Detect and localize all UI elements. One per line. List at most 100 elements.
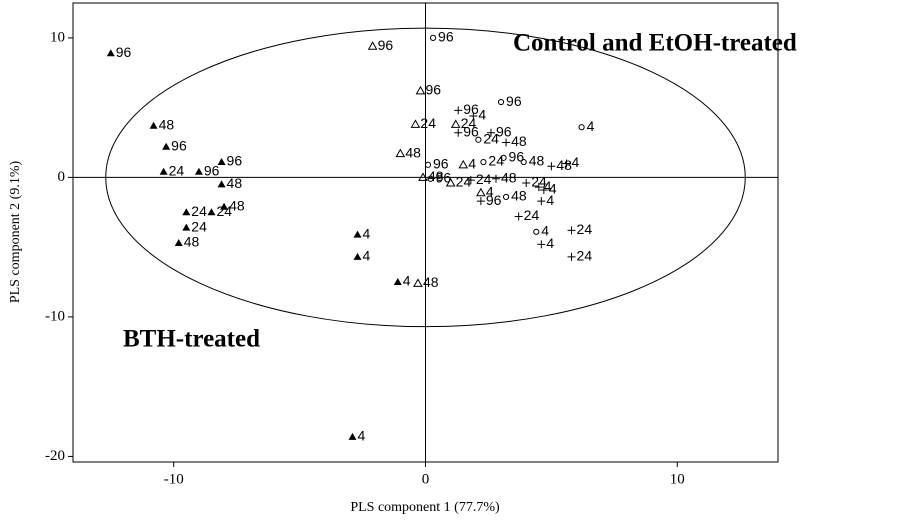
point-label: 4 bbox=[587, 118, 595, 134]
confidence-ellipse bbox=[105, 27, 746, 328]
x-axis-label: PLS component 1 (77.7%) bbox=[350, 500, 500, 515]
point bbox=[353, 252, 362, 260]
point bbox=[159, 167, 168, 175]
point bbox=[418, 172, 428, 181]
point-label: 4 bbox=[468, 156, 476, 172]
point-label: 4 bbox=[546, 235, 554, 251]
point bbox=[534, 183, 543, 192]
point bbox=[492, 174, 500, 183]
point bbox=[520, 158, 527, 166]
point-label: 96 bbox=[509, 149, 525, 165]
y-tick-label: 10 bbox=[50, 29, 65, 45]
point-label: 96 bbox=[433, 156, 449, 172]
y-tick-label: -10 bbox=[45, 308, 65, 324]
point bbox=[450, 119, 461, 128]
point bbox=[174, 238, 183, 246]
point bbox=[445, 177, 456, 187]
point-label: 96 bbox=[438, 29, 454, 45]
point-label: 48 bbox=[529, 153, 545, 169]
point bbox=[514, 212, 523, 221]
point-label: 24 bbox=[577, 248, 593, 264]
point bbox=[182, 208, 191, 216]
point bbox=[502, 138, 511, 147]
point-label: 96 bbox=[425, 82, 441, 98]
annotation: Control and EtOH-treated bbox=[513, 30, 797, 57]
x-tick-label: 0 bbox=[422, 471, 430, 487]
point-label: 96 bbox=[171, 137, 187, 153]
point bbox=[217, 158, 226, 166]
point bbox=[424, 161, 432, 168]
point bbox=[454, 128, 463, 137]
point-label: 24 bbox=[476, 171, 492, 187]
point bbox=[220, 202, 229, 210]
point bbox=[537, 197, 546, 206]
y-axis-label: PLS component 2 (9.1%) bbox=[8, 161, 23, 304]
point-label: 48 bbox=[556, 157, 572, 173]
point-label: 4 bbox=[478, 107, 486, 123]
point bbox=[476, 197, 485, 206]
point-label: 48 bbox=[511, 133, 527, 149]
point-label: 96 bbox=[463, 123, 479, 139]
point bbox=[480, 158, 487, 166]
point bbox=[367, 41, 378, 50]
point-label: 24 bbox=[420, 115, 436, 131]
x-tick-label: -10 bbox=[164, 471, 184, 487]
point bbox=[567, 226, 576, 235]
point-label: 24 bbox=[461, 115, 477, 131]
point-label: 24 bbox=[216, 203, 232, 219]
point bbox=[475, 136, 482, 143]
point bbox=[567, 252, 576, 261]
point-label: 24 bbox=[483, 130, 499, 146]
point-label: 24 bbox=[524, 207, 540, 223]
point bbox=[486, 128, 495, 137]
point-label: 96 bbox=[378, 37, 394, 53]
point bbox=[162, 142, 171, 150]
point bbox=[537, 240, 546, 249]
point-label: 96 bbox=[227, 153, 243, 169]
point bbox=[469, 112, 478, 121]
point-label: 24 bbox=[191, 203, 207, 219]
point-label: 4 bbox=[363, 225, 371, 241]
point bbox=[562, 159, 571, 168]
point-label: 24 bbox=[531, 174, 547, 190]
point-label: 4 bbox=[486, 183, 494, 199]
point-label: 48 bbox=[501, 169, 517, 185]
point-label: 96 bbox=[486, 192, 502, 208]
point bbox=[578, 124, 585, 131]
point-label: 24 bbox=[456, 174, 472, 190]
point bbox=[348, 432, 357, 440]
x-tick-label: 10 bbox=[670, 471, 685, 487]
point bbox=[182, 223, 191, 231]
point bbox=[415, 85, 426, 95]
point-label: 48 bbox=[227, 175, 243, 191]
point bbox=[353, 230, 362, 238]
point bbox=[413, 278, 423, 287]
point bbox=[410, 119, 421, 128]
point-label: 4 bbox=[541, 223, 549, 239]
point bbox=[207, 208, 216, 216]
point-label: 4 bbox=[544, 178, 552, 194]
point bbox=[395, 148, 406, 158]
point bbox=[393, 278, 402, 286]
point-label: 48 bbox=[428, 168, 444, 184]
point bbox=[458, 159, 469, 169]
point-label: 48 bbox=[511, 188, 527, 204]
point-label: 4 bbox=[546, 192, 554, 208]
point bbox=[500, 154, 507, 161]
point bbox=[454, 106, 463, 115]
point bbox=[466, 176, 475, 185]
point-label: 48 bbox=[423, 274, 439, 290]
point-label: 4 bbox=[357, 428, 365, 444]
point-label: 4 bbox=[363, 248, 371, 264]
point-label: 96 bbox=[506, 93, 522, 109]
point bbox=[217, 180, 226, 188]
point-label: 4 bbox=[572, 154, 580, 170]
point-label: 96 bbox=[496, 123, 512, 139]
point bbox=[149, 121, 158, 129]
point-label: 24 bbox=[191, 218, 207, 234]
y-tick-label: 0 bbox=[58, 169, 66, 185]
point-label: 24 bbox=[577, 221, 593, 237]
point-label: 4 bbox=[403, 273, 411, 289]
y-tick-label: -20 bbox=[45, 448, 65, 464]
